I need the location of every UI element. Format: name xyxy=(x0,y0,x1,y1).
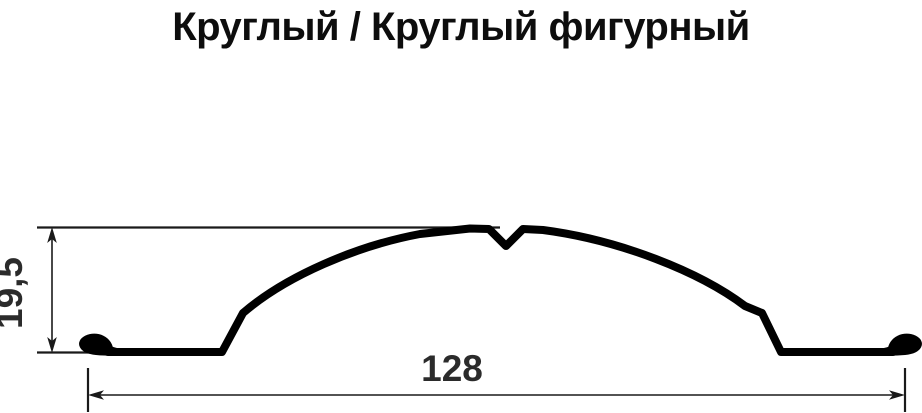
height-dimension-group: 19,5 xyxy=(0,226,500,354)
width-arrowhead-right xyxy=(889,390,905,400)
height-arrowhead-up xyxy=(47,227,57,243)
height-arrowhead-down xyxy=(47,337,57,353)
profile-main-path xyxy=(104,224,897,356)
height-dimension-label: 19,5 xyxy=(0,257,30,329)
width-dimension-group: 128 xyxy=(86,348,907,412)
width-dimension-label: 128 xyxy=(421,348,483,389)
page-title: Круглый / Круглый фигурный xyxy=(172,5,750,49)
right-hem-fold xyxy=(859,333,922,356)
width-arrowhead-left xyxy=(88,390,104,400)
left-hem-fold xyxy=(79,333,142,356)
profile-outline xyxy=(104,224,897,356)
